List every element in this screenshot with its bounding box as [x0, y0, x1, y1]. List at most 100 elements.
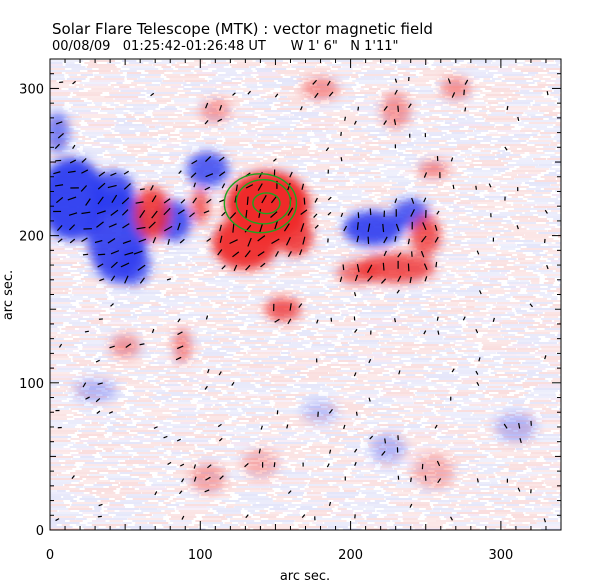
- field-vector: [367, 275, 373, 282]
- field-vector: [475, 370, 479, 375]
- field-vector: [478, 357, 481, 362]
- positive-region-18: [302, 76, 339, 101]
- field-vector: [99, 278, 105, 282]
- field-vector: [176, 345, 184, 350]
- field-vector: [451, 368, 455, 373]
- field-vector: [328, 501, 332, 506]
- field-vector: [328, 409, 333, 414]
- field-vector: [286, 424, 289, 429]
- negative-region-5: [186, 151, 229, 188]
- positive-region-13: [191, 188, 210, 224]
- positive-region-21: [418, 160, 449, 179]
- field-vector: [153, 426, 158, 429]
- field-vector: [108, 411, 114, 414]
- field-vector: [354, 448, 358, 453]
- field-vector: [356, 264, 360, 273]
- field-vector: [393, 318, 397, 323]
- field-vector: [274, 318, 280, 323]
- field-vector: [233, 264, 238, 271]
- field-vector: [205, 315, 209, 320]
- field-vector: [163, 435, 168, 439]
- field-vector: [354, 274, 359, 282]
- field-vector: [181, 515, 185, 520]
- field-vector: [353, 292, 357, 297]
- field-vector: [329, 449, 332, 454]
- field-vector: [97, 253, 106, 256]
- field-vector: [180, 463, 185, 467]
- field-vector: [124, 275, 129, 284]
- chart-title: Solar Flare Telescope (MTK) : vector mag…: [52, 20, 433, 38]
- positive-region-20: [440, 76, 471, 101]
- field-vector: [218, 437, 223, 442]
- positive-region-10: [212, 216, 279, 270]
- field-vector: [82, 382, 87, 388]
- field-vector: [84, 330, 90, 333]
- field-vector: [397, 275, 402, 282]
- field-vector: [423, 263, 428, 271]
- field-vector: [396, 289, 400, 294]
- field-vector: [95, 397, 101, 403]
- field-vector: [218, 371, 222, 376]
- field-vector: [380, 278, 387, 284]
- field-vector: [529, 303, 533, 308]
- field-vector: [369, 435, 374, 440]
- field-vector: [353, 372, 357, 377]
- field-vector: [110, 303, 114, 307]
- field-vector: [273, 462, 276, 468]
- field-vector: [519, 437, 522, 444]
- transverse-field-vectors: [53, 76, 549, 523]
- field-vector: [260, 425, 263, 430]
- field-vector: [462, 316, 466, 321]
- field-vector: [354, 461, 357, 467]
- field-vector: [124, 251, 134, 256]
- field-vector: [205, 476, 211, 481]
- negative-region-30: [74, 378, 117, 402]
- field-vector: [175, 356, 182, 361]
- field-vector: [410, 477, 412, 483]
- negative-region-31: [302, 400, 339, 425]
- field-vector: [204, 385, 208, 390]
- field-vector: [476, 381, 480, 386]
- field-vector: [517, 487, 521, 492]
- field-vector: [434, 424, 438, 429]
- field-vector: [204, 489, 210, 493]
- field-vector: [110, 261, 118, 269]
- field-vector: [245, 514, 249, 519]
- field-vector: [543, 518, 547, 523]
- field-vector: [424, 475, 427, 481]
- field-vector: [258, 448, 261, 454]
- field-vector: [95, 359, 100, 363]
- field-vector: [125, 343, 132, 348]
- field-vector: [384, 438, 387, 444]
- field-vector: [479, 290, 482, 295]
- field-vector: [503, 423, 508, 429]
- field-vector: [368, 359, 372, 364]
- field-vector: [219, 475, 224, 480]
- field-vector: [339, 276, 343, 283]
- plot-area: [50, 59, 561, 530]
- field-vector: [355, 411, 358, 416]
- field-vector: [82, 253, 89, 256]
- field-vector: [409, 503, 413, 508]
- field-vector: [423, 330, 427, 335]
- field-vector: [244, 462, 249, 468]
- field-vector: [544, 355, 547, 360]
- positive-region-14: [264, 297, 301, 321]
- field-vector: [97, 263, 104, 268]
- positive-region-11: [276, 215, 314, 257]
- field-vector: [176, 438, 181, 442]
- field-vector: [207, 368, 210, 374]
- field-vector: [436, 316, 439, 321]
- field-vector: [382, 262, 385, 271]
- field-vector: [178, 490, 183, 495]
- field-vector: [354, 328, 358, 333]
- field-vector: [221, 265, 226, 270]
- field-vector: [476, 478, 479, 483]
- field-vector: [97, 382, 103, 385]
- field-vector: [207, 464, 212, 469]
- background-noise-streaks: [50, 59, 561, 530]
- positive-region-22: [110, 334, 141, 358]
- field-vector: [167, 461, 172, 465]
- field-vector: [133, 250, 143, 255]
